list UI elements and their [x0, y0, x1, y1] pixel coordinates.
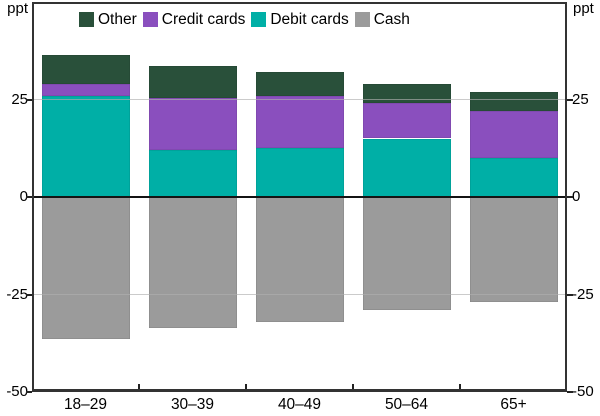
- bar-segment-credit-cards: [469, 111, 558, 158]
- bar-segment-credit-cards: [362, 103, 451, 139]
- y-tick-label-left: 25: [11, 90, 28, 108]
- y-tick-mark-right: [567, 391, 573, 393]
- bar-segment-cash: [148, 197, 237, 328]
- x-axis-tick: [138, 384, 140, 392]
- y-tick-label-left: 0: [19, 188, 28, 205]
- x-axis-tick: [459, 384, 461, 392]
- y-tick-label-right: 25: [572, 90, 589, 108]
- bar-segment-credit-cards: [148, 97, 237, 151]
- y-tick-mark-left: [26, 98, 32, 101]
- bar-segment-other: [41, 54, 130, 84]
- y-axis-unit-right: ppt: [573, 0, 594, 17]
- y-tick-mark-left: [26, 196, 32, 198]
- x-category-label: 40–49: [277, 396, 322, 413]
- bar-segment-cash: [41, 197, 130, 340]
- bar-segment-cash: [255, 197, 344, 322]
- legend-item-cash: Cash: [354, 11, 410, 28]
- bar-segment-credit-cards: [255, 95, 344, 149]
- bar-segment-debit-cards: [362, 138, 451, 197]
- legend-swatch: [354, 12, 370, 27]
- y-tick-mark-left: [26, 391, 32, 393]
- plot-area: Other Credit cards Debit cards Cash: [32, 2, 567, 392]
- bar-segment-debit-cards: [255, 148, 344, 197]
- y-tick-mark-right: [567, 293, 573, 296]
- bar-segment-other: [148, 66, 237, 98]
- bar-segment-debit-cards: [469, 158, 558, 197]
- y-tick-label-left: -50: [6, 383, 28, 400]
- y-tick-mark-left: [26, 293, 32, 296]
- bar-segment-other: [362, 83, 451, 104]
- legend-label: Other: [98, 11, 137, 28]
- legend-swatch: [142, 12, 158, 27]
- legend-label: Debit cards: [270, 11, 349, 28]
- legend-swatch: [251, 12, 267, 27]
- bar-segment-credit-cards: [41, 83, 130, 96]
- x-category-label: 50–64: [384, 396, 429, 413]
- legend-item-credit-cards: Credit cards: [142, 11, 246, 28]
- bar-segment-debit-cards: [148, 150, 237, 197]
- bar-segment-cash: [362, 197, 451, 311]
- y-tick-mark-right: [567, 196, 573, 198]
- bar-segment-other: [469, 91, 558, 112]
- gridline: [32, 294, 567, 295]
- y-tick-label-right: -25: [572, 285, 594, 303]
- legend-item-debit-cards: Debit cards: [251, 11, 349, 28]
- y-tick-label-right: -50: [572, 383, 594, 400]
- y-tick-label-right: 0: [572, 188, 581, 205]
- legend-label: Cash: [373, 11, 410, 28]
- bar-segment-debit-cards: [41, 95, 130, 197]
- legend: Other Credit cards Debit cards Cash: [79, 11, 410, 28]
- y-tick-mark-right: [567, 98, 573, 101]
- x-category-label: 65+: [500, 396, 527, 413]
- x-axis-tick: [245, 384, 247, 392]
- gridline: [32, 99, 567, 100]
- x-category-label: 18–29: [63, 396, 108, 413]
- legend-swatch: [79, 12, 94, 27]
- y-axis-unit-left: ppt: [7, 0, 28, 17]
- x-axis-tick: [352, 384, 354, 392]
- bar-segment-cash: [469, 197, 558, 303]
- legend-label: Credit cards: [161, 11, 246, 28]
- legend-item-other: Other: [79, 11, 137, 28]
- y-tick-label-left: -25: [6, 285, 28, 303]
- x-category-label: 30–39: [170, 396, 215, 413]
- zero-line: [32, 196, 567, 198]
- bar-segment-other: [255, 72, 344, 96]
